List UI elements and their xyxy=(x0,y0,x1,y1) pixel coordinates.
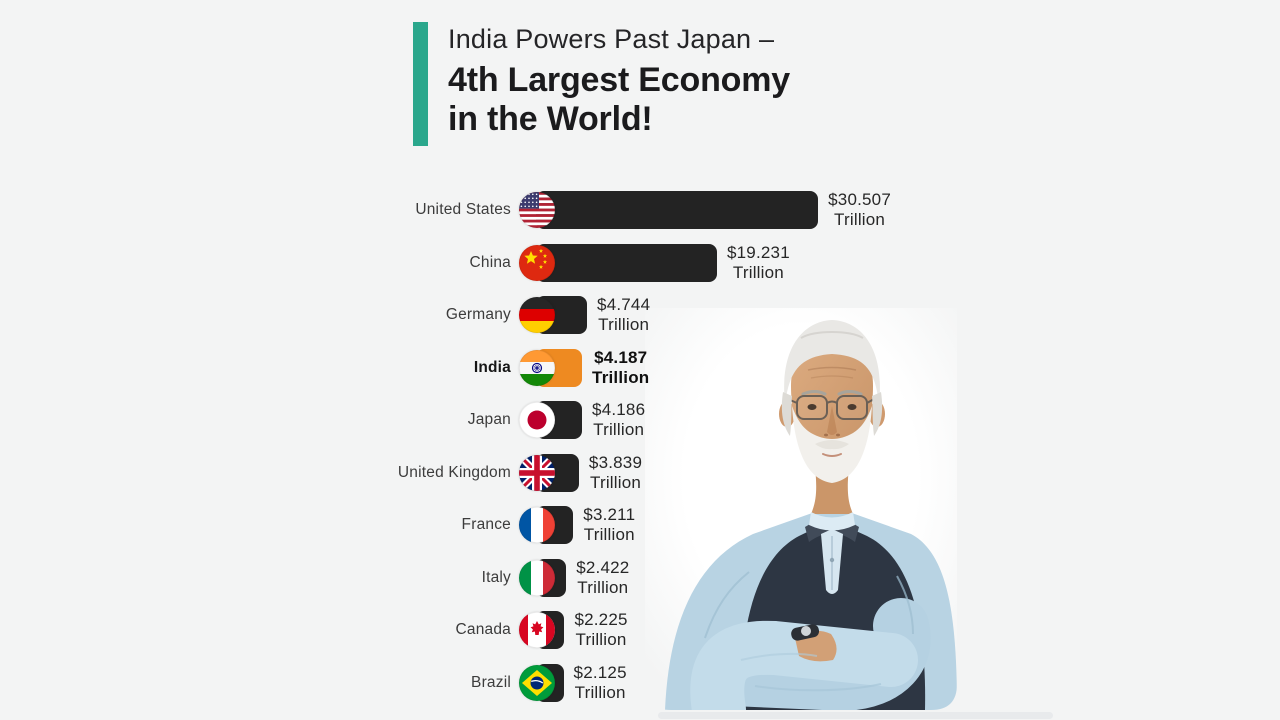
bar-track: $19.231 Trillion xyxy=(519,237,940,289)
gdp-bar-chart: United States $30.507 Trillion China $19… xyxy=(380,184,940,714)
chart-row: China $19.231 Trillion xyxy=(380,237,940,289)
bar-track: $30.507 Trillion xyxy=(519,184,940,236)
value-amount: $2.422 xyxy=(576,557,630,577)
bar-track: $2.125 Trillion xyxy=(519,657,940,709)
flag-united-states-icon xyxy=(519,192,555,228)
value-amount: $30.507 xyxy=(828,190,891,209)
chart-row: Canada $2.225 Trillion xyxy=(380,604,940,656)
value-label: $2.225 Trillion xyxy=(574,610,627,650)
page-title: India Powers Past Japan – 4th Largest Ec… xyxy=(448,22,790,139)
value-unit: Trillion xyxy=(577,577,629,597)
modi-photo xyxy=(645,308,957,710)
value-unit: Trillion xyxy=(732,262,784,282)
flag-germany-icon xyxy=(519,297,555,333)
value-unit: Trillion xyxy=(592,367,650,387)
country-label: United States xyxy=(415,201,511,218)
value-label: $4.744 Trillion xyxy=(597,295,650,335)
gdp-bar xyxy=(536,243,717,282)
flag-china-icon xyxy=(519,244,555,281)
chart-row: Italy $2.422 Trillion xyxy=(380,552,940,604)
glasses-icon xyxy=(789,395,875,420)
bar-track: $2.225 Trillion xyxy=(519,604,940,656)
value-unit: Trillion xyxy=(574,682,626,702)
value-amount: $4.186 xyxy=(592,400,646,419)
flag-brazil-icon xyxy=(519,664,555,701)
value-label: $4.187 Trillion xyxy=(592,348,649,388)
chart-row: United States $30.507 Trillion xyxy=(380,184,940,236)
flag-india-icon xyxy=(519,349,555,386)
value-unit: Trillion xyxy=(590,472,642,492)
country-label: Japan xyxy=(467,411,511,428)
value-label: $19.231 Trillion xyxy=(727,243,790,283)
value-amount: $4.187 xyxy=(594,347,648,367)
chart-row: France $3.211 Trillion xyxy=(380,499,940,551)
value-label: $3.211 Trillion xyxy=(583,505,635,545)
country-label: India xyxy=(473,358,511,376)
value-unit: Trillion xyxy=(593,420,645,439)
title-accent-bar xyxy=(413,22,428,146)
country-label: Brazil xyxy=(471,673,511,691)
bar-track: $2.422 Trillion xyxy=(519,552,940,604)
value-label: $30.507 Trillion xyxy=(828,190,891,230)
country-label: France xyxy=(461,516,511,533)
value-label: $3.839 Trillion xyxy=(589,453,642,493)
value-amount: $2.125 xyxy=(573,662,627,682)
bottom-strip xyxy=(658,712,1053,719)
value-label: $2.422 Trillion xyxy=(576,558,629,598)
chart-row: Brazil $2.125 Trillion xyxy=(380,657,940,709)
value-unit: Trillion xyxy=(583,525,635,544)
flag-united-kingdom-icon xyxy=(519,454,555,491)
country-label: Germany xyxy=(445,306,511,323)
flag-france-icon xyxy=(519,507,555,543)
value-label: $2.125 Trillion xyxy=(574,663,627,703)
value-unit: Trillion xyxy=(834,210,886,229)
chart-row: United Kingdom $3.839 Trillion xyxy=(380,447,940,499)
bar-track: $3.211 Trillion xyxy=(519,499,940,551)
flag-canada-icon xyxy=(519,612,555,648)
modi-photo-illustration xyxy=(645,308,957,710)
chart-row: Germany $4.744 Trillion xyxy=(380,289,940,341)
value-amount: $2.225 xyxy=(574,610,628,629)
title-line-3: in the World! xyxy=(448,100,653,138)
flag-japan-icon xyxy=(519,402,555,438)
country-label: United Kingdom xyxy=(397,463,511,481)
country-label: Italy xyxy=(481,568,511,586)
bar-track: $4.744 Trillion xyxy=(519,289,940,341)
gdp-bar xyxy=(536,191,819,229)
country-label: Canada xyxy=(455,621,511,638)
value-unit: Trillion xyxy=(598,315,650,334)
value-amount: $19.231 xyxy=(727,242,790,262)
bar-track: $4.187 Trillion xyxy=(519,342,940,394)
title-line-2: 4th Largest Economy xyxy=(448,61,790,99)
bar-track: $4.186 Trillion xyxy=(519,394,940,446)
value-unit: Trillion xyxy=(575,630,627,649)
bar-track: $3.839 Trillion xyxy=(519,447,940,499)
chart-row: Japan $4.186 Trillion xyxy=(380,394,940,446)
value-label: $4.186 Trillion xyxy=(592,400,645,440)
value-amount: $3.839 xyxy=(588,452,643,472)
value-amount: $3.211 xyxy=(583,505,636,524)
title-line-1: India Powers Past Japan – xyxy=(448,24,775,54)
flag-italy-icon xyxy=(519,559,555,596)
chart-row: India $4.187 Trillion xyxy=(380,342,940,394)
value-amount: $4.744 xyxy=(597,295,651,314)
country-label: China xyxy=(469,253,511,271)
